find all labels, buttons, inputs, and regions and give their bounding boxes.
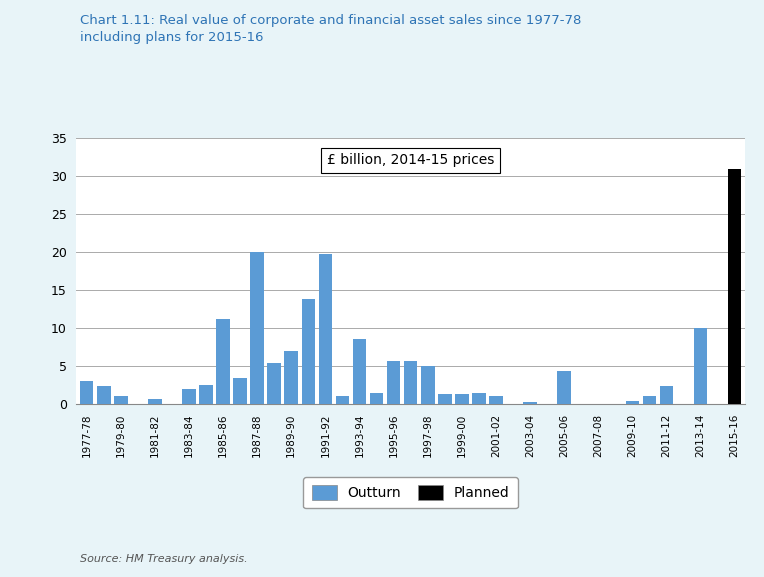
Bar bbox=[148, 399, 162, 404]
Bar bbox=[472, 394, 486, 404]
Bar bbox=[251, 252, 264, 404]
Bar bbox=[114, 396, 128, 404]
Bar bbox=[267, 363, 281, 404]
Text: Chart 1.11: Real value of corporate and financial asset sales since 1977-78
incl: Chart 1.11: Real value of corporate and … bbox=[80, 14, 581, 44]
Bar bbox=[523, 402, 537, 404]
Bar bbox=[353, 339, 366, 404]
Bar bbox=[216, 319, 230, 404]
Bar bbox=[455, 394, 468, 404]
Bar bbox=[404, 361, 417, 404]
Bar bbox=[438, 394, 452, 404]
Text: £ billion, 2014-15 prices: £ billion, 2014-15 prices bbox=[327, 153, 494, 167]
Bar bbox=[659, 387, 673, 404]
Bar bbox=[319, 254, 332, 404]
Text: Source: HM Treasury analysis.: Source: HM Treasury analysis. bbox=[80, 554, 248, 564]
Bar bbox=[489, 396, 503, 404]
Bar bbox=[557, 371, 571, 404]
Bar bbox=[728, 370, 742, 404]
Bar bbox=[284, 351, 298, 404]
Bar bbox=[233, 378, 247, 404]
Bar bbox=[182, 389, 196, 404]
Bar bbox=[421, 366, 435, 404]
Bar bbox=[370, 394, 384, 404]
Bar bbox=[302, 299, 316, 404]
Bar bbox=[97, 387, 111, 404]
Bar bbox=[694, 328, 707, 404]
Bar bbox=[643, 396, 656, 404]
Bar bbox=[199, 385, 213, 404]
Bar bbox=[728, 169, 742, 404]
Bar bbox=[626, 401, 639, 404]
Bar bbox=[79, 381, 93, 404]
Legend: Outturn, Planned: Outturn, Planned bbox=[303, 477, 518, 508]
Bar bbox=[335, 396, 349, 404]
Bar bbox=[387, 361, 400, 404]
